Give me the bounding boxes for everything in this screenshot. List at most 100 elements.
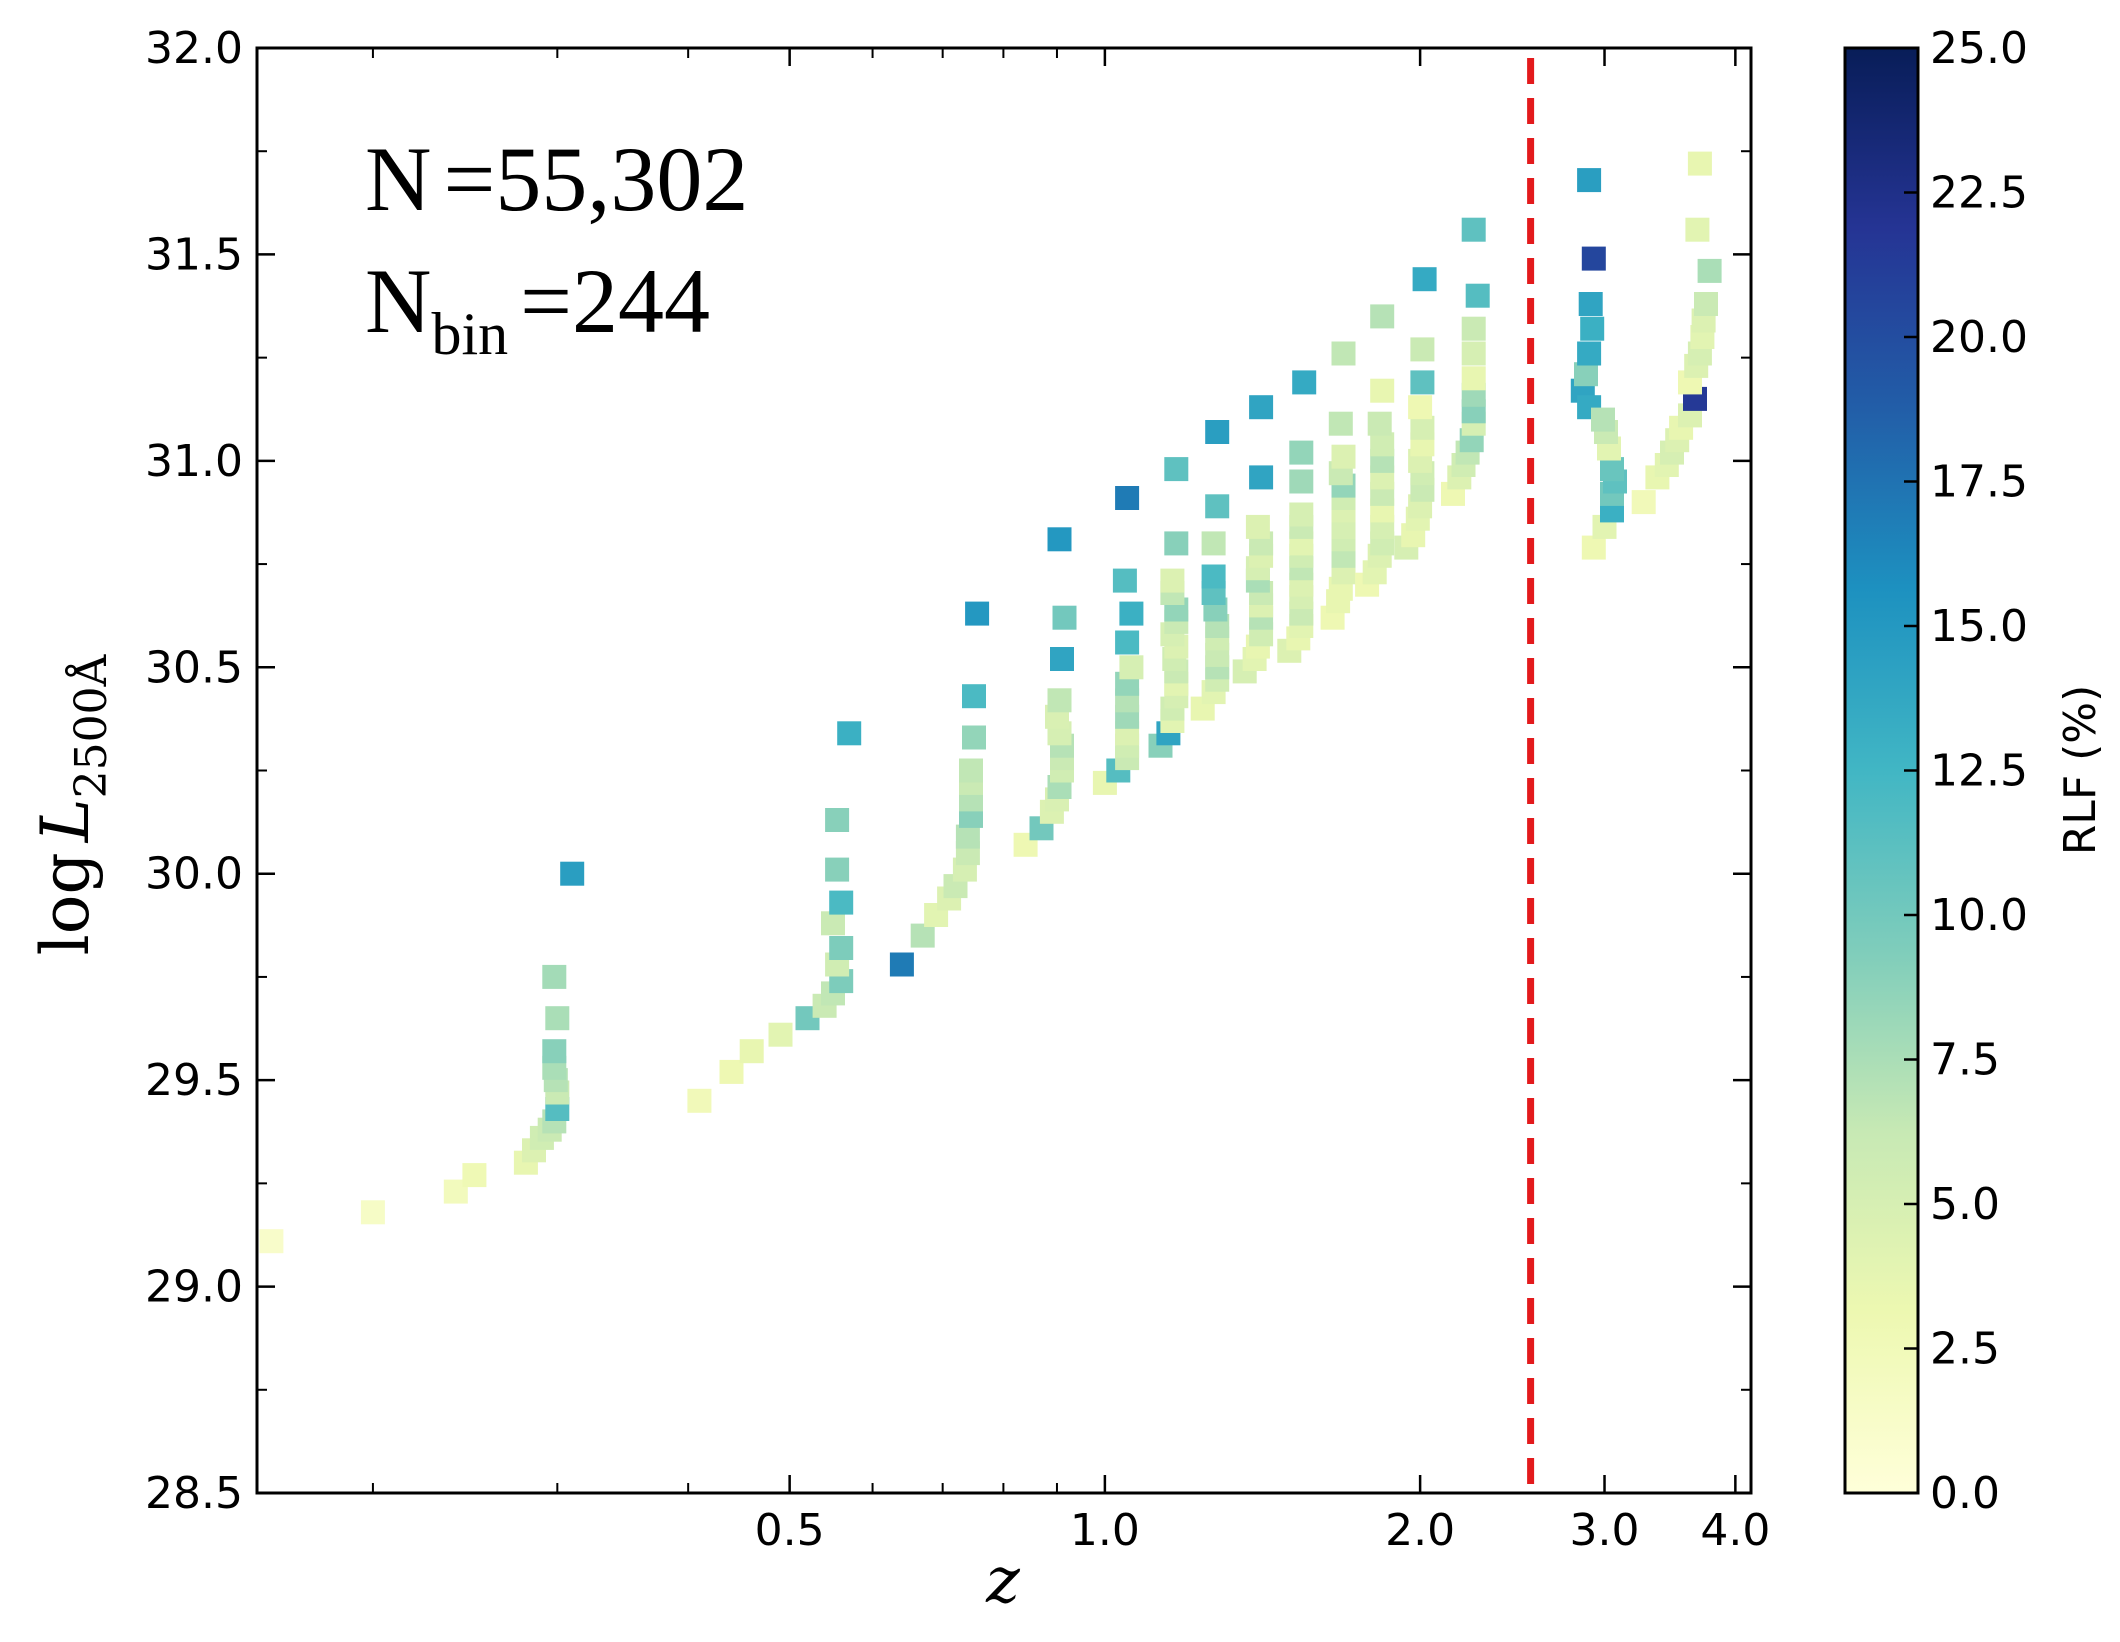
y-tick-label: 30.0 [145,849,243,900]
data-point [1201,564,1226,589]
colorbar-tick-label: 5.0 [1930,1179,2000,1230]
colorbar-tick-label: 25.0 [1930,23,2028,74]
data-point [1289,440,1314,465]
data-point [829,890,854,915]
x-tick-label: 1.0 [1070,1505,1140,1556]
data-point [1694,292,1718,316]
data-point [1580,316,1605,341]
data-point [1410,370,1435,395]
data-point [1201,531,1226,556]
data-point [1289,502,1314,527]
data-point [1205,494,1230,519]
data-point [1685,217,1710,242]
data-point [1410,337,1435,362]
y-tick-label: 29.0 [145,1262,243,1313]
data-point [1697,258,1722,283]
colorbar-tick-label: 17.5 [1930,457,2028,508]
data-point [1115,630,1140,655]
colorbar-tick-label: 15.0 [1930,601,2028,652]
y-tick-label: 31.5 [145,229,243,280]
data-point [955,824,980,849]
y-tick-label: 29.5 [145,1055,243,1106]
colorbar-tick-label: 7.5 [1930,1035,2000,1086]
colorbar-tick-label: 2.5 [1930,1324,2000,1375]
data-point [1052,605,1077,630]
data-point [1461,341,1486,366]
colorbar-tick-label: 22.5 [1930,168,2028,219]
colorbar-tick-label: 10.0 [1930,890,2028,941]
data-point [360,1200,385,1225]
data-point [1577,168,1602,193]
x-tick-label: 2.0 [1385,1505,1455,1556]
data-point [545,1006,570,1031]
annotation-nbin: Nbin =244 [365,250,710,367]
data-point [1577,341,1602,366]
data-point [1119,601,1144,626]
data-point [1047,527,1072,552]
colorbar: 0.0 2.5 5.0 7.5 10.0 12.5 15.0 17.5 20.0 22.5 25.0… [1843,23,2106,1519]
data-point [1245,514,1270,539]
data-point [1370,304,1395,329]
data-point [1591,407,1615,432]
data-point [1292,370,1317,395]
colorbar-label: RLF (%) [2055,685,2106,856]
data-point [1289,469,1314,494]
data-point [1581,246,1606,271]
colorbar-tick-label: 0.0 [1930,1468,2000,1519]
x-tick-label: 4.0 [1700,1505,1770,1556]
y-axis: 28.5 29.0 29.5 30.0 30.5 31.0 31.5 32.0 [145,23,1751,1519]
data-point [889,952,914,977]
data-point [1047,688,1072,713]
data-point [739,1039,764,1064]
data-point [821,911,845,936]
data-point [719,1059,744,1084]
x-tick-label: 0.5 [755,1505,825,1556]
data-point [1461,366,1486,391]
data-point [1050,647,1074,671]
data-point [959,758,983,783]
y-tick-label: 32.0 [145,23,243,74]
data-point [1164,457,1189,482]
data-point [462,1163,487,1188]
data-point [1600,457,1624,482]
data-point [542,964,567,989]
y-tick-label: 30.5 [145,642,243,693]
data-point [542,1039,567,1064]
data-point [825,857,850,882]
data-point [1328,411,1353,436]
colorbar-tick-label: 20.0 [1930,312,2028,363]
data-point [1331,444,1356,469]
data-point [1249,465,1274,490]
data-point [1164,531,1189,556]
data-point [1112,568,1137,593]
colorbar-tick-label: 12.5 [1930,746,2028,797]
data-point [1408,395,1433,420]
y-tick-label: 31.0 [145,436,243,487]
data-point [825,808,850,832]
data-point [962,684,986,709]
colorbar-ticks: 0.0 2.5 5.0 7.5 10.0 12.5 15.0 17.5 20.0 22.5 25.0 [1904,23,2028,1519]
x-axis-label: z [985,1544,1021,1618]
data-point [1410,415,1435,440]
y-axis-label: logL2500Å [27,653,117,955]
data-point [1465,283,1490,308]
data-point [259,1229,284,1254]
data-point [1631,490,1656,515]
colorbar-gradient [1843,46,1920,1495]
data-point [837,721,862,746]
data-point [768,1022,793,1047]
data-point [829,936,854,960]
annotation-n: N =55,302 [365,128,748,230]
data-point [1578,292,1603,316]
data-point [1205,420,1230,444]
data-point [910,923,935,948]
data-point [1412,267,1437,292]
data-point [1461,316,1486,341]
data-point [1581,535,1606,560]
plot-area [255,46,1753,1495]
data-point [1370,432,1395,457]
data-point [560,861,585,886]
data-point [1687,151,1712,176]
